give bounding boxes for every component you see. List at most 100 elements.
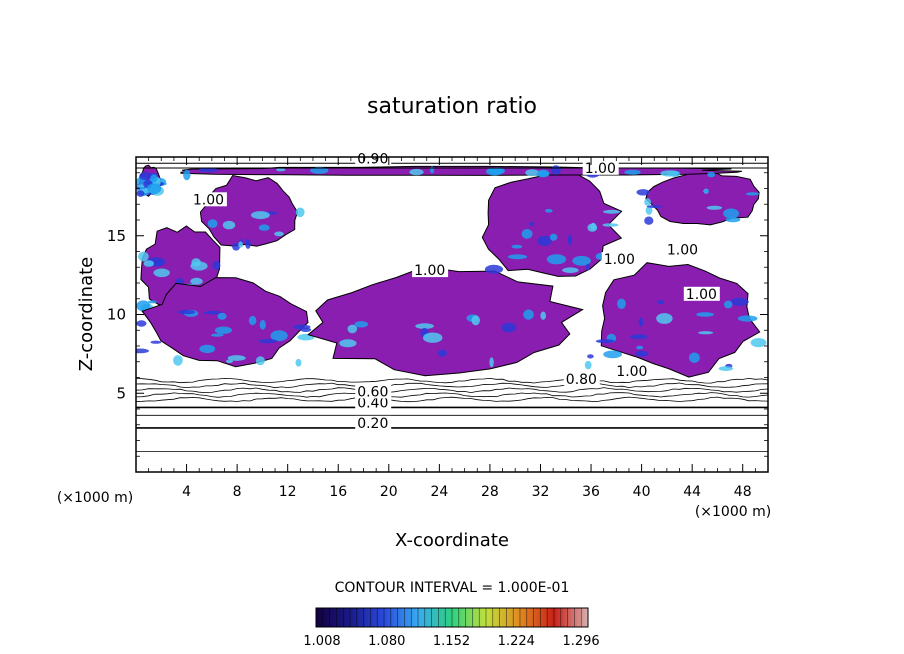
- high-saturation-patch: [750, 338, 767, 348]
- high-saturation-patch: [354, 321, 369, 328]
- contour-line: [136, 396, 768, 403]
- contour-label: 1.00: [414, 263, 445, 279]
- high-saturation-patch: [585, 263, 590, 271]
- high-saturation-patch: [207, 219, 218, 228]
- high-saturation-patch: [602, 209, 621, 214]
- high-saturation-patch: [214, 326, 232, 334]
- high-saturation-patch: [536, 170, 550, 178]
- colorbar: 1.008 1.080 1.152 1.224 1.296: [303, 607, 600, 649]
- x-tick-label: 44: [683, 484, 701, 500]
- x-tick-label: 4: [182, 484, 191, 500]
- high-saturation-patch: [138, 251, 149, 262]
- high-saturation-patch: [689, 352, 700, 363]
- colorbar-tick-label: 1.080: [368, 634, 405, 649]
- high-saturation-patch: [153, 260, 162, 267]
- high-saturation-patch: [617, 298, 626, 309]
- high-saturation-patch: [295, 358, 302, 367]
- high-saturation-patch: [484, 264, 504, 274]
- contour-label: 1.00: [667, 243, 698, 259]
- contour-label: 1.00: [193, 192, 224, 208]
- high-saturation-patch: [471, 315, 481, 326]
- colorbar-tick-label: 1.224: [498, 634, 535, 649]
- high-saturation-patch: [310, 166, 329, 174]
- high-saturation-patch: [136, 348, 149, 354]
- contour-line: [136, 377, 768, 384]
- high-saturation-patch: [251, 211, 270, 220]
- x-tick-label: 16: [329, 484, 347, 500]
- x-axis-ticks: 4 8 12 16 20 24 28 32 36 40 44 48: [148, 157, 756, 500]
- x-unit-left: (×1000 m): [57, 490, 133, 506]
- high-saturation-patch: [636, 345, 644, 350]
- contour-label-bg: [664, 242, 701, 257]
- high-saturation-patch: [211, 333, 224, 337]
- high-saturation-patch: [270, 330, 288, 342]
- high-saturation-patch: [724, 300, 733, 309]
- high-saturation-patch: [507, 254, 528, 260]
- high-saturation-patch: [147, 300, 157, 304]
- high-saturation-patch: [590, 222, 597, 230]
- contour-label-bg: [412, 263, 449, 278]
- high-saturation-patch: [139, 171, 152, 181]
- high-saturation-patch: [602, 223, 619, 227]
- high-saturation-patch: [528, 222, 534, 226]
- contour-label: 1.00: [686, 287, 717, 303]
- contour-label: 0.80: [566, 372, 597, 388]
- high-saturation-patch: [730, 297, 749, 306]
- supersaturated-region: [199, 174, 299, 247]
- high-saturation-patch: [222, 220, 236, 230]
- high-saturation-patch: [587, 354, 594, 359]
- high-saturation-patch: [245, 239, 251, 249]
- high-saturation-patch: [725, 217, 741, 223]
- x-tick-label: 24: [430, 484, 448, 500]
- high-saturation-patch: [646, 205, 663, 208]
- high-saturation-patch: [226, 359, 233, 364]
- high-saturation-patch: [521, 229, 533, 239]
- x-tick-label: 12: [279, 484, 297, 500]
- high-saturation-patch: [203, 310, 223, 315]
- high-saturation-patch: [603, 350, 622, 359]
- high-saturation-patch: [347, 324, 358, 334]
- supersaturated-region: [481, 169, 623, 277]
- x-tick-label: 28: [481, 484, 499, 500]
- contour-line: [136, 382, 768, 389]
- supersaturated-region: [600, 262, 761, 378]
- contour-labels: 0.20 0.400.60 0.80 1.00 1.00 1.00 1.00 1.00 1.00…: [190, 151, 720, 432]
- x-tick-label: 48: [734, 484, 752, 500]
- high-saturation-patch: [562, 267, 579, 274]
- contour-label: 0.20: [357, 416, 388, 432]
- high-saturation-patch: [540, 311, 546, 320]
- contour-label-bg: [355, 395, 392, 410]
- contour-line: [136, 387, 768, 394]
- high-saturation-patch: [644, 216, 654, 225]
- high-saturation-patch: [629, 334, 648, 340]
- high-saturation-patch: [191, 258, 201, 267]
- contour-lines: [136, 162, 768, 452]
- high-saturation-patch: [146, 183, 162, 194]
- high-saturation-patch: [415, 323, 434, 329]
- high-saturation-patch: [198, 167, 218, 173]
- contour-label: 1.00: [616, 364, 647, 380]
- high-saturation-patch: [177, 309, 196, 315]
- x-tick-label: 20: [380, 484, 398, 500]
- x-tick-label: 36: [582, 484, 600, 500]
- high-saturation-patch: [409, 168, 424, 176]
- y-tick-label: 10: [107, 306, 126, 324]
- high-saturation-patch: [638, 317, 644, 327]
- high-saturation-patch: [584, 360, 592, 370]
- high-saturation-patch: [546, 254, 567, 265]
- x-unit-right: (×1000 m): [695, 504, 771, 520]
- high-saturation-patch: [702, 189, 709, 193]
- contour-label: 1.00: [585, 161, 616, 177]
- high-saturation-patch: [636, 189, 650, 196]
- contour-line: [136, 392, 768, 398]
- high-saturation-patch: [501, 322, 517, 333]
- high-saturation-patch: [698, 331, 714, 335]
- high-saturation-patch: [549, 233, 558, 241]
- high-saturation-patch: [595, 339, 615, 344]
- high-saturation-patch: [339, 339, 357, 348]
- high-saturation-patch: [276, 168, 286, 172]
- high-saturation-patch: [723, 208, 740, 219]
- contour-label: 0.40: [357, 395, 388, 411]
- high-saturation-patch: [489, 357, 494, 368]
- x-tick-label: 40: [633, 484, 651, 500]
